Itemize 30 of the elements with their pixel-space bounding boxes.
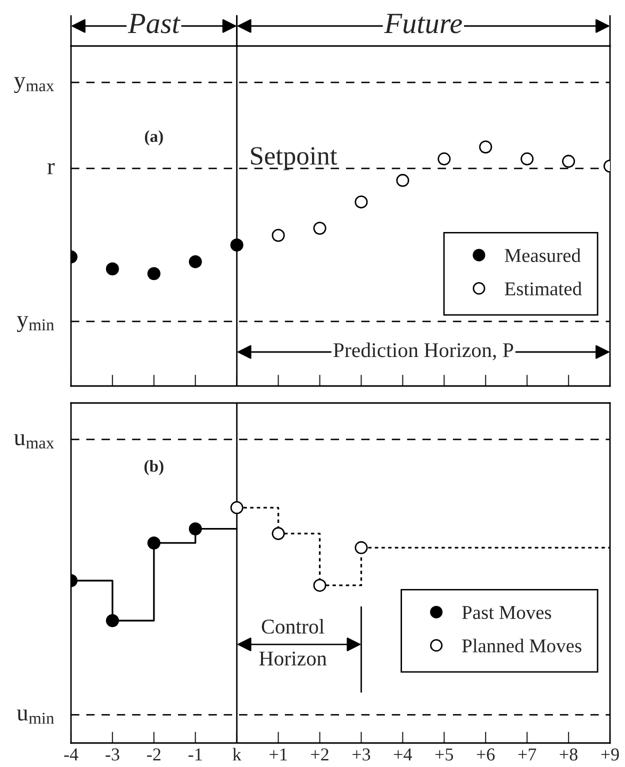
ref-line-label: y$_{min}$ bbox=[16, 316, 54, 332]
annotation: Control Horizon bbox=[259, 619, 327, 666]
text: (a) bbox=[144, 130, 163, 146]
x-tick-label: k bbox=[232, 748, 242, 760]
text: Past bbox=[128, 14, 180, 34]
x-tick-label: +9 bbox=[601, 748, 619, 761]
x-tick-label: +6 bbox=[476, 748, 495, 761]
ref-line-label: u$_{min}$ bbox=[16, 710, 54, 724]
legend-label: Past Moves bbox=[462, 606, 552, 620]
x-tick-label: +5 bbox=[435, 748, 454, 761]
x-tick-label: +7 bbox=[518, 748, 536, 760]
legend-label: Estimated bbox=[504, 282, 582, 296]
text: Future bbox=[384, 14, 462, 34]
x-tick-label: +2 bbox=[311, 748, 328, 760]
annotation: Prediction Horizon, P bbox=[333, 342, 514, 360]
ref-line-label: r bbox=[47, 163, 55, 174]
x-tick-label: +4 bbox=[394, 748, 412, 760]
x-tick-label: +1 bbox=[270, 748, 287, 760]
legend-label: Planned Moves bbox=[462, 638, 582, 652]
annotation: Setpoint bbox=[251, 147, 338, 170]
x-tick-label: -1 bbox=[188, 748, 202, 760]
legend-label: Measured bbox=[504, 248, 581, 262]
x-tick-label: -4 bbox=[64, 748, 78, 760]
x-tick-label: +3 bbox=[352, 748, 370, 761]
ref-line-label: u$_{max}$ bbox=[14, 434, 54, 448]
x-tick-label: +8 bbox=[560, 748, 578, 761]
text: (b) bbox=[144, 460, 164, 476]
x-tick-label: -2 bbox=[147, 748, 160, 760]
ref-line-label: y$_{max}$ bbox=[14, 77, 54, 94]
x-tick-label: -3 bbox=[106, 748, 120, 761]
